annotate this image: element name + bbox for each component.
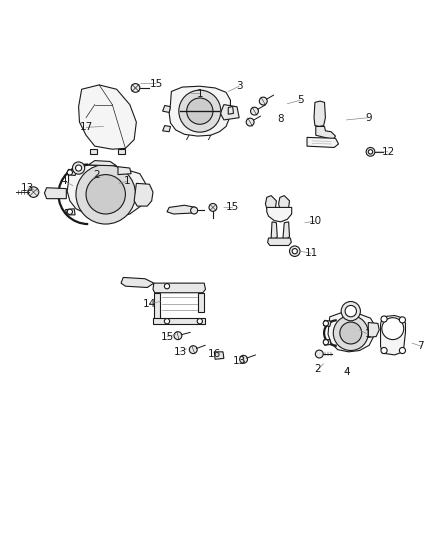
Circle shape <box>75 165 81 171</box>
Circle shape <box>399 348 405 353</box>
Text: 15: 15 <box>226 203 239 213</box>
Polygon shape <box>121 278 153 287</box>
Text: 1: 1 <box>364 329 371 340</box>
Circle shape <box>178 90 220 132</box>
Text: 8: 8 <box>277 114 283 124</box>
Circle shape <box>339 322 361 344</box>
Polygon shape <box>327 312 374 352</box>
Circle shape <box>76 165 135 224</box>
Text: 13: 13 <box>21 183 34 193</box>
Polygon shape <box>67 165 146 219</box>
Circle shape <box>72 162 85 174</box>
Circle shape <box>322 340 328 345</box>
Circle shape <box>380 348 386 353</box>
Circle shape <box>67 170 72 175</box>
Text: 3: 3 <box>235 81 242 91</box>
Circle shape <box>367 150 372 154</box>
Polygon shape <box>315 126 335 140</box>
Text: 7: 7 <box>417 341 423 351</box>
Polygon shape <box>367 322 378 337</box>
Circle shape <box>332 316 367 351</box>
Polygon shape <box>169 86 230 136</box>
Polygon shape <box>153 293 160 319</box>
Polygon shape <box>152 283 205 293</box>
Circle shape <box>173 332 181 340</box>
Polygon shape <box>380 316 405 355</box>
Polygon shape <box>118 149 124 154</box>
Text: 12: 12 <box>381 147 394 157</box>
Circle shape <box>380 316 386 322</box>
Circle shape <box>259 97 267 105</box>
Polygon shape <box>323 340 330 345</box>
Circle shape <box>208 204 216 212</box>
Circle shape <box>291 248 297 254</box>
Circle shape <box>246 118 254 126</box>
Polygon shape <box>267 238 290 246</box>
Polygon shape <box>278 196 289 211</box>
Circle shape <box>164 284 169 289</box>
Polygon shape <box>162 106 170 112</box>
Circle shape <box>399 317 405 323</box>
Text: 11: 11 <box>304 248 317 259</box>
Circle shape <box>340 302 360 321</box>
Circle shape <box>322 321 328 326</box>
Text: 16: 16 <box>207 349 220 359</box>
Text: 15: 15 <box>160 332 173 342</box>
Text: 15: 15 <box>149 78 162 88</box>
Text: 2: 2 <box>93 169 100 180</box>
Circle shape <box>86 175 125 214</box>
Circle shape <box>189 346 197 353</box>
Circle shape <box>250 107 258 115</box>
Circle shape <box>131 84 140 92</box>
Text: 14: 14 <box>142 298 156 309</box>
Text: 2: 2 <box>314 365 321 374</box>
Polygon shape <box>220 104 239 120</box>
Circle shape <box>381 318 403 340</box>
Polygon shape <box>118 167 131 175</box>
Text: 4: 4 <box>61 176 67 186</box>
Circle shape <box>197 319 202 324</box>
Circle shape <box>344 305 356 317</box>
Circle shape <box>314 350 322 358</box>
Circle shape <box>239 356 247 363</box>
Polygon shape <box>197 293 204 312</box>
Polygon shape <box>65 209 75 215</box>
Text: 1: 1 <box>196 88 203 99</box>
Polygon shape <box>134 183 152 206</box>
Circle shape <box>190 207 197 214</box>
Polygon shape <box>78 85 136 149</box>
Polygon shape <box>162 126 170 132</box>
Polygon shape <box>152 318 205 324</box>
Text: 5: 5 <box>297 95 303 105</box>
Polygon shape <box>313 101 325 126</box>
Polygon shape <box>88 160 117 166</box>
Polygon shape <box>266 207 291 222</box>
Circle shape <box>67 209 72 214</box>
Polygon shape <box>283 222 289 239</box>
Circle shape <box>186 98 212 124</box>
Polygon shape <box>166 205 196 214</box>
Polygon shape <box>214 352 223 359</box>
Text: 1: 1 <box>124 176 131 186</box>
Text: 17: 17 <box>79 123 92 132</box>
Circle shape <box>289 246 299 256</box>
Polygon shape <box>66 169 77 175</box>
Polygon shape <box>228 107 233 114</box>
Polygon shape <box>323 320 330 326</box>
Text: 10: 10 <box>308 216 321 226</box>
Polygon shape <box>265 196 276 211</box>
Polygon shape <box>271 222 277 239</box>
Text: 4: 4 <box>343 367 349 377</box>
Polygon shape <box>44 188 66 199</box>
Text: 13: 13 <box>232 356 245 366</box>
Circle shape <box>28 187 39 197</box>
Polygon shape <box>306 138 338 148</box>
Circle shape <box>164 319 169 324</box>
Polygon shape <box>90 149 97 154</box>
Text: 9: 9 <box>364 112 371 123</box>
Circle shape <box>365 148 374 156</box>
Text: 13: 13 <box>173 347 186 357</box>
